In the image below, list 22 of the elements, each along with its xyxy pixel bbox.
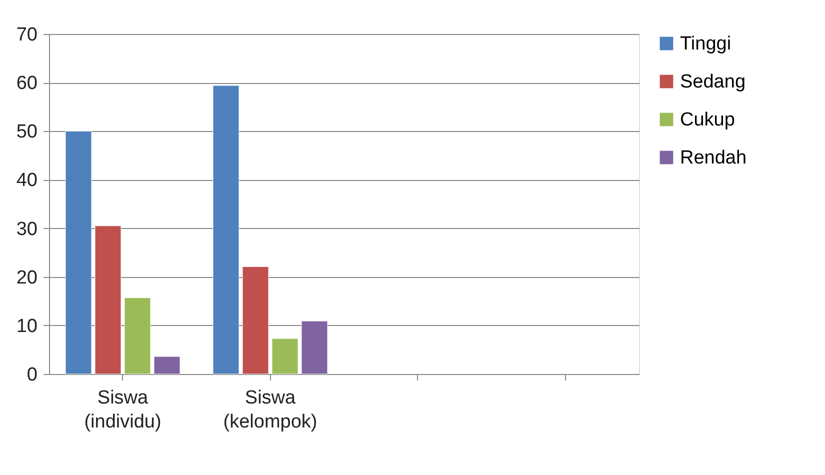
x-tick-label: Siswa (kelompok): [223, 388, 318, 432]
bar: [301, 320, 328, 374]
legend-label: Sedang: [680, 72, 746, 92]
y-tick-label: 50: [16, 122, 38, 143]
bar: [124, 297, 151, 374]
legend-label: Cukup: [680, 110, 735, 130]
bar: [94, 226, 122, 374]
y-tick-label: 60: [16, 73, 38, 94]
y-tick-label: 40: [16, 170, 38, 192]
x-tick-label: Siswa (individu): [84, 388, 162, 432]
bar: [154, 356, 180, 374]
y-tick-label: 10: [16, 316, 38, 337]
legend-label: Tinggi: [680, 34, 732, 54]
bar: [65, 130, 92, 374]
y-tick-label: 20: [16, 267, 38, 288]
y-tick-label: 30: [16, 218, 38, 240]
bar: [212, 85, 240, 374]
bar: [272, 338, 298, 374]
legend-label: Rendah: [680, 148, 747, 168]
bar: [242, 266, 269, 374]
y-tick-label: 0: [26, 364, 38, 386]
y-tick-label: 70: [16, 24, 38, 46]
